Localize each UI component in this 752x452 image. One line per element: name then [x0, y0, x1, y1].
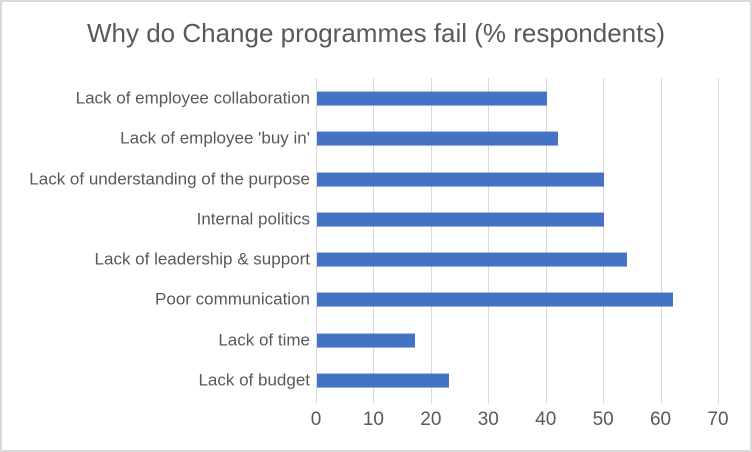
- bar-8[interactable]: [317, 373, 449, 388]
- category-label: Lack of employee 'buy in': [120, 128, 310, 148]
- category-label: Lack of employee collaboration: [75, 88, 310, 108]
- category-row: Poor communication: [2, 279, 718, 319]
- category-label: Lack of time: [218, 330, 310, 350]
- x-tick-label: 0: [310, 409, 322, 430]
- x-tick-label: 50: [592, 409, 614, 430]
- bar-1[interactable]: [317, 91, 547, 106]
- bar-4[interactable]: [317, 212, 604, 227]
- category-row: Lack of time: [2, 320, 718, 360]
- bar-3[interactable]: [317, 172, 604, 187]
- gridline: [430, 78, 432, 404]
- plot-area: Lack of employee collaboration Lack of em…: [2, 78, 718, 400]
- gridlines: [316, 78, 719, 404]
- category-row: Lack of leadership & support: [2, 239, 718, 279]
- x-tick-label: 10: [362, 409, 384, 430]
- bar-5[interactable]: [317, 252, 627, 267]
- bar-2[interactable]: [317, 131, 558, 146]
- value-axis-line: [316, 78, 317, 404]
- category-row: Internal politics: [2, 199, 718, 239]
- x-tick-label: 30: [477, 409, 499, 430]
- category-row: Lack of understanding of the purpose: [2, 159, 718, 199]
- gridline: [545, 78, 547, 404]
- gridline: [718, 78, 719, 404]
- gridline: [660, 78, 662, 404]
- x-tick-label: 20: [420, 409, 442, 430]
- category-label: Poor communication: [155, 289, 310, 309]
- category-label: Lack of leadership & support: [94, 249, 310, 269]
- x-axis: 0 10 20 30 40 50 60 70: [311, 409, 729, 433]
- category-label: Internal politics: [196, 209, 310, 229]
- category-label: Lack of budget: [198, 370, 310, 390]
- category-row: Lack of employee 'buy in': [2, 118, 718, 158]
- x-tick-label: 40: [535, 409, 557, 430]
- category-row: Lack of budget: [2, 360, 718, 400]
- category-label: Lack of understanding of the purpose: [29, 169, 310, 189]
- x-tick-label: 60: [649, 409, 672, 430]
- bar-6[interactable]: [317, 292, 673, 307]
- gridline: [373, 78, 375, 404]
- gridline: [603, 78, 605, 404]
- gridline: [488, 78, 490, 404]
- category-row: Lack of employee collaboration: [2, 78, 718, 118]
- chart-title: Why do Change programmes fail (% respond…: [86, 18, 666, 48]
- bar-7[interactable]: [317, 333, 415, 348]
- x-tick-label: 70: [707, 409, 729, 430]
